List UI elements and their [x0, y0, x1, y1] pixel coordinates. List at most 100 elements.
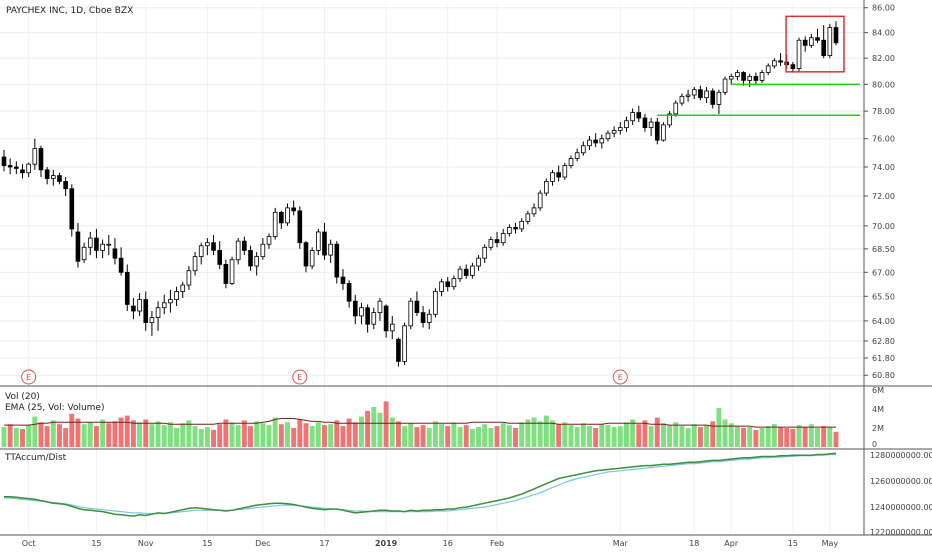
volume-bar: [285, 422, 290, 447]
candle-body: [716, 91, 722, 105]
price-tick-label: 74.00: [872, 163, 895, 172]
volume-bar: [457, 427, 463, 447]
volume-bar: [420, 425, 426, 447]
time-tick-label: 18: [689, 539, 699, 548]
candle-body: [396, 338, 401, 362]
candle-body: [291, 207, 296, 212]
candle-body: [414, 300, 420, 314]
accum-signal-line: [4, 453, 836, 515]
volume-bar: [716, 408, 722, 447]
volume-bar: [408, 423, 414, 447]
volume-bar: [710, 421, 716, 447]
candle-body: [106, 243, 112, 246]
candle-body: [568, 158, 574, 166]
volume-bar: [69, 413, 75, 447]
accum-axis: 1280000000.00 1260000000.00 1240000000.00 1…: [870, 451, 932, 537]
candle-body: [402, 325, 407, 362]
volume-bar: [93, 426, 99, 447]
volume-bar: [211, 429, 217, 447]
volume-bar: [445, 426, 451, 447]
candle-body: [451, 278, 457, 288]
volume-bar: [377, 412, 383, 447]
volume-bar: [303, 423, 309, 447]
volume-bar: [550, 420, 555, 447]
volume-bar: [439, 424, 445, 447]
volume-bar: [469, 428, 475, 447]
volume-bar: [574, 427, 580, 447]
volume-bar: [531, 417, 537, 447]
candle-body: [482, 246, 488, 259]
candle-body: [316, 231, 321, 251]
volume-bar: [660, 423, 666, 447]
candle-body: [809, 37, 814, 46]
candle-body: [94, 237, 99, 251]
accum-tick-label: 1260000000.00: [870, 477, 932, 486]
highlight-box-group: [785, 15, 845, 73]
accum-tick-label: 1220000000.00: [870, 528, 932, 537]
volume-bar: [784, 428, 790, 447]
earnings-marker: [292, 369, 308, 385]
accum-line: [4, 452, 837, 517]
volume-bar: [697, 427, 703, 447]
volume-bar: [432, 421, 438, 447]
volume-bar: [414, 427, 420, 447]
volume-bar: [20, 428, 25, 447]
candle-body: [32, 148, 38, 165]
volume-bar: [278, 424, 284, 447]
price-tick-label: 62.80: [872, 337, 895, 346]
volume-bar: [198, 428, 204, 447]
candle-body: [328, 243, 333, 256]
volume-bar: [204, 427, 210, 447]
candle-body: [272, 211, 278, 237]
earnings-marker-label: E: [26, 373, 31, 382]
price-tick-label: 70.00: [872, 222, 895, 231]
accum-tick-label: 1240000000.00: [870, 503, 932, 512]
volume-bar: [562, 422, 568, 447]
volume-bar: [137, 422, 143, 447]
volume-bar: [513, 428, 518, 447]
candle-body: [741, 72, 746, 81]
candle-body: [352, 300, 358, 317]
candle-body: [796, 39, 802, 69]
candle-body: [44, 169, 50, 179]
support-lines: [657, 83, 860, 117]
candle-body: [624, 120, 629, 129]
price-tick-label: 78.00: [872, 107, 895, 116]
volume-bar: [328, 424, 334, 447]
candle-body: [500, 233, 506, 244]
price-tick-label: 86.00: [872, 4, 895, 13]
volume-bar: [118, 417, 124, 447]
volume-bar: [808, 424, 814, 447]
candle-body: [365, 307, 370, 325]
price-tick-label: 72.00: [872, 192, 895, 201]
volume-bar: [395, 421, 401, 447]
candle-body: [198, 245, 204, 258]
candle-body: [728, 76, 734, 80]
candle-body: [519, 220, 524, 230]
time-tick-label: 15: [788, 539, 798, 548]
volume-bar: [383, 401, 389, 447]
candle-body: [137, 299, 142, 312]
candle-body: [118, 257, 124, 273]
volume-bar: [143, 419, 149, 447]
volume-bar: [291, 428, 297, 447]
candle-body: [494, 239, 500, 244]
candle-body: [309, 249, 315, 267]
highlight-box: [785, 15, 845, 73]
volume-bar: [722, 419, 728, 447]
volume-bar: [57, 424, 62, 447]
volume-bar: [174, 428, 180, 447]
volume-bar: [309, 426, 315, 447]
volume-bar: [155, 421, 161, 447]
time-axis: Oct 15 Nov 15 Dec 17 2019 16 Feb Mar 18 Apr 15 May: [22, 539, 839, 548]
volume-bar: [241, 420, 247, 447]
volume-bar: [223, 419, 229, 447]
volume-bar: [753, 429, 759, 447]
candle-body: [100, 243, 105, 251]
candle-body: [75, 231, 81, 262]
volume-bar: [260, 423, 266, 447]
candle-body: [266, 236, 272, 245]
volume-bar: [186, 420, 192, 447]
volume-bar: [272, 417, 278, 447]
